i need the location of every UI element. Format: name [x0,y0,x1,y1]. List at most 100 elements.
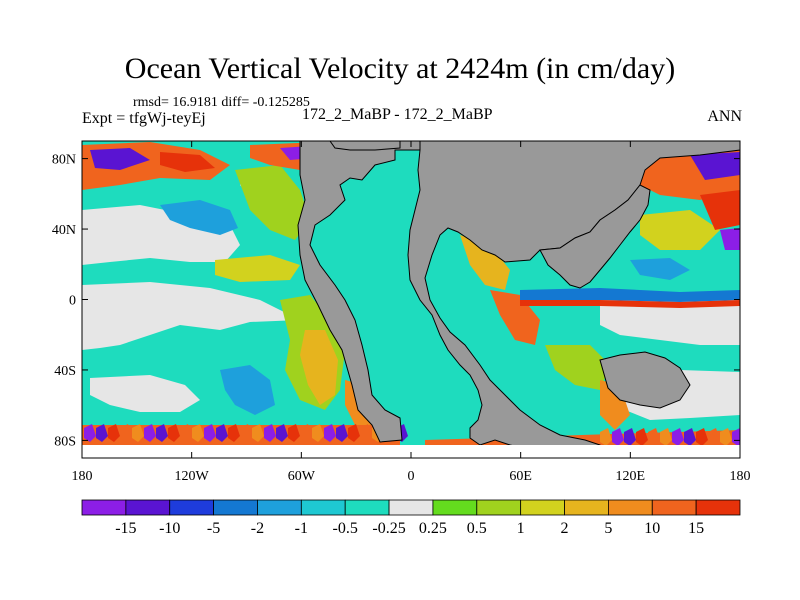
southern-ocean-cell [636,428,648,446]
southern-ocean-cell [144,424,156,442]
southern-ocean-cell [180,424,192,442]
x-tick-label: 120W [175,469,210,484]
near-zero-region-southwest-pacific [90,375,200,412]
colorbar-label: -0.25 [372,520,405,537]
y-tick-label: 40N [52,223,76,238]
colorbar-label: -10 [159,520,180,537]
colorbar-swatch [125,499,171,516]
strong-band-north-indian-purple [690,152,740,180]
negative-band-south-pacific [220,365,275,415]
southern-ocean-cell [684,428,696,446]
southern-ocean-cell [276,424,288,442]
southern-ocean-cell [120,424,132,442]
positive-zone-indian-north [460,235,510,290]
colorbar-label: -5 [207,520,220,537]
x-tick-label: 60E [509,469,532,484]
colorbar-swatch [432,499,478,516]
southern-ocean-cell [720,428,732,446]
colorbar-label: -1 [295,520,308,537]
colorbar-swatch [81,499,127,516]
colorbar-swatch [169,499,215,516]
southern-ocean-cell [660,428,672,446]
negative-band-north-pacific [160,200,238,235]
southern-ocean-cell [156,424,168,442]
southern-ocean-cell [168,424,180,442]
southern-ocean-cell [672,428,684,446]
land-asia-east [539,184,651,289]
colorbar: -15 -10 -5 -2 -1 -0.5 -0.25 0.25 0.5 1 2 5 10 15 [81,499,741,537]
colorbar-swatch [344,499,390,516]
southern-ocean-cell [204,424,216,442]
land-greenland-north [329,140,401,151]
colorbar-label: 15 [688,520,704,537]
colorbar-swatch [213,499,258,516]
southern-ocean-cell [612,428,624,446]
positive-zone-west-indian [490,290,540,345]
southern-ocean-cell [624,428,636,446]
positive-zone-north-indian-east [640,210,720,250]
southern-ocean-cell [708,428,720,446]
southern-ocean-cell [696,428,708,446]
y-tick-label: 80N [52,153,76,168]
southern-ocean-cell [348,424,360,442]
southern-ocean-cell [732,428,740,446]
land-antarctica [82,445,740,458]
southern-ocean-cell [336,424,348,442]
colorbar-label: 0.5 [467,520,487,537]
colorbar-swatch [257,499,302,516]
southern-ocean-cell [300,424,312,442]
colorbar-label: -15 [115,520,136,537]
map-plot: 180 120W 60W 0 60E 120E 180 80N 40N 0 40S 80S [52,140,751,484]
land-mask [82,140,741,458]
equatorial-band-indian-upper [520,288,740,302]
southern-ocean-cell [240,424,252,442]
equatorial-band-indian-lower [520,300,740,308]
colorbar-swatch [476,499,522,516]
chart-title: Ocean Vertical Velocity at 2424m (in cm/… [124,52,676,85]
southern-ocean-cell [84,424,96,442]
colorbar-swatch [695,499,741,516]
southern-ocean-cell [288,424,300,442]
expt-line: Expt = tfgWj-teyEj [82,110,206,127]
colorbar-swatch [564,499,609,516]
southern-ocean-cell [312,424,324,442]
southern-ocean-cell [264,424,276,442]
southern-ocean-cell [228,424,240,442]
near-zero-region-south-pacific [82,282,300,350]
x-tick-label: 180 [72,469,93,484]
strong-band-north-indian-red [700,190,740,230]
colorbar-swatch [388,499,434,516]
land-america [297,140,421,443]
colorbar-swatch [651,499,697,516]
y-tick-label: 40S [54,364,76,379]
colorbar-label: 2 [561,520,569,537]
colorbar-label: 10 [644,520,660,537]
axis-ticks: 180 120W 60W 0 60E 120E 180 80N 40N 0 40S 80S [52,141,751,484]
negative-band-indian [630,258,690,280]
southern-ocean-cell [192,424,204,442]
positive-zone-north-atlantic [235,165,310,240]
y-tick-label: 80S [54,434,76,449]
x-tick-label: 120E [616,469,646,484]
colorbar-label: 5 [604,520,612,537]
positive-zone-south-indian [545,345,610,390]
colorbar-label: -2 [251,520,264,537]
colorbar-label: 0.25 [419,520,447,537]
southern-ocean-cell [132,424,144,442]
strong-band-north-indian-purple-2 [720,228,740,250]
case-line: 172_2_MaBP - 172_2_MaBP [302,106,493,123]
colorbar-label: -0.5 [333,520,358,537]
colorbar-swatch [608,499,653,516]
y-tick-label: 0 [69,294,76,309]
southern-ocean-cell [252,424,264,442]
southern-ocean-cell [324,424,336,442]
colorbar-swatch [520,499,565,516]
strong-band-north-pacific-purple [90,148,150,170]
land-australia [599,351,691,409]
colorbar-label: 1 [517,520,525,537]
southern-ocean-cell [96,424,108,442]
positive-zone-tropical-pacific [215,255,300,282]
positive-zone-east-pacific-core [300,330,338,405]
season-label: ANN [707,108,742,125]
